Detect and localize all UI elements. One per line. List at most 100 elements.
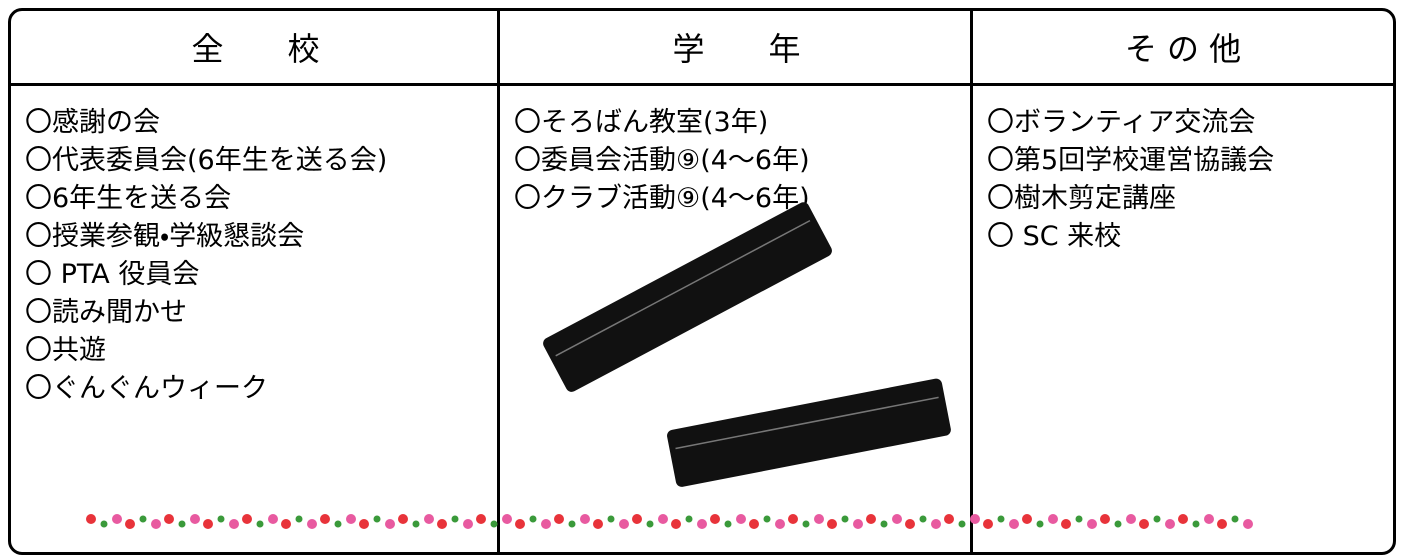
flower — [1231, 515, 1239, 523]
abacus — [543, 202, 832, 392]
flower — [607, 515, 615, 523]
flower — [814, 514, 824, 524]
flower — [1114, 520, 1122, 528]
flower — [541, 519, 551, 529]
flower — [788, 514, 798, 524]
flower — [1061, 519, 1071, 529]
flower — [958, 520, 966, 528]
flower — [190, 514, 200, 524]
column-header: 全 校 — [11, 11, 500, 86]
decoration — [86, 202, 1253, 529]
flower — [346, 514, 356, 524]
flower — [490, 520, 498, 528]
flower — [451, 515, 459, 523]
flower — [125, 519, 135, 529]
flower — [86, 514, 96, 524]
flower — [1204, 514, 1214, 524]
item: 〇クラブ活動⑨(4〜6年) — [514, 183, 810, 214]
flower — [646, 520, 654, 528]
flower — [827, 519, 837, 529]
column: 全 校 〇感謝の会 〇代表委員会(6年生を送る会) 〇6年生を送る会 〇授業参観・学級… — [11, 11, 500, 552]
flower — [593, 519, 603, 529]
flower — [307, 519, 317, 529]
item: 〇 SC 来校 — [987, 221, 1122, 252]
schedule-table: 全 校 〇感謝の会 〇代表委員会(6年生を送る会) 〇6年生を送る会 〇授業参観・学級… — [8, 8, 1396, 555]
flower — [736, 514, 746, 524]
flower — [1100, 514, 1110, 524]
flower — [1139, 519, 1149, 529]
flower — [1087, 519, 1097, 529]
column-body: 〇ボランティア交流会 〇第5回学校運営協議会 〇樹木剪定講座〇 SC 来校 — [973, 86, 1393, 256]
flower — [568, 520, 576, 528]
column-header: 学 年 — [500, 11, 973, 86]
flower — [139, 515, 147, 523]
flower — [151, 519, 161, 529]
flower — [112, 514, 122, 524]
flower — [619, 519, 629, 529]
flower — [412, 520, 420, 528]
flower — [880, 520, 888, 528]
flower — [437, 519, 447, 529]
flower — [997, 515, 1005, 523]
flower — [359, 519, 369, 529]
flower — [502, 514, 512, 524]
flower — [385, 519, 395, 529]
flower — [217, 515, 225, 523]
flower — [373, 515, 381, 523]
abacus — [667, 378, 951, 487]
flower — [1036, 520, 1044, 528]
flower — [671, 519, 681, 529]
item: 〇樹木剪定講座 — [987, 183, 1176, 214]
item: 〇第5回学校運営協議会 — [987, 145, 1275, 176]
item: 〇共遊 — [25, 335, 106, 366]
item: 〇ボランティア交流会 — [987, 107, 1256, 138]
flower — [295, 515, 303, 523]
item: 〇授業参観・学級懇談会 — [25, 221, 305, 252]
flower — [724, 520, 732, 528]
flower — [763, 515, 771, 523]
flower — [320, 514, 330, 524]
flower — [476, 514, 486, 524]
flower — [1126, 514, 1136, 524]
flower — [1048, 514, 1058, 524]
flower — [554, 514, 564, 524]
flower — [1153, 515, 1161, 523]
flower — [1243, 519, 1253, 529]
flower — [710, 514, 720, 524]
item: 〇6年生を送る会 — [25, 183, 232, 214]
column-body: 〇そろばん教室(3年) 〇委員会活動⑨(4〜6年) 〇クラブ活動⑨(4〜6年) — [500, 86, 973, 218]
flower — [229, 519, 239, 529]
flower — [281, 519, 291, 529]
flower — [1022, 514, 1032, 524]
column-body: 〇感謝の会 〇代表委員会(6年生を送る会) 〇6年生を送る会 〇授業参観・学級懇談会〇… — [11, 86, 500, 408]
flower — [853, 519, 863, 529]
flower — [802, 520, 810, 528]
flower — [242, 514, 252, 524]
item: 〇代表委員会(6年生を送る会) — [25, 145, 388, 176]
flower — [697, 519, 707, 529]
flower — [334, 520, 342, 528]
flower — [424, 514, 434, 524]
flower — [1075, 515, 1083, 523]
flower — [749, 519, 759, 529]
flower-garland — [86, 514, 1253, 529]
item: 〇 PTA 役員会 — [25, 259, 200, 290]
flower — [178, 520, 186, 528]
column: そ の 他 〇ボランティア交流会 〇第5回学校運営協議会 〇樹木剪定講座〇 SC 来… — [970, 11, 1393, 552]
flower — [398, 514, 408, 524]
flower — [1009, 519, 1019, 529]
flower — [268, 514, 278, 524]
flower — [164, 514, 174, 524]
flower — [905, 519, 915, 529]
flower — [529, 515, 537, 523]
flower — [515, 519, 525, 529]
flower — [580, 514, 590, 524]
flower — [866, 514, 876, 524]
flower — [1217, 519, 1227, 529]
item: 〇委員会活動⑨(4〜6年) — [514, 145, 810, 176]
flower — [841, 515, 849, 523]
flower — [1165, 519, 1175, 529]
flower — [1178, 514, 1188, 524]
flower — [892, 514, 902, 524]
flower — [775, 519, 785, 529]
